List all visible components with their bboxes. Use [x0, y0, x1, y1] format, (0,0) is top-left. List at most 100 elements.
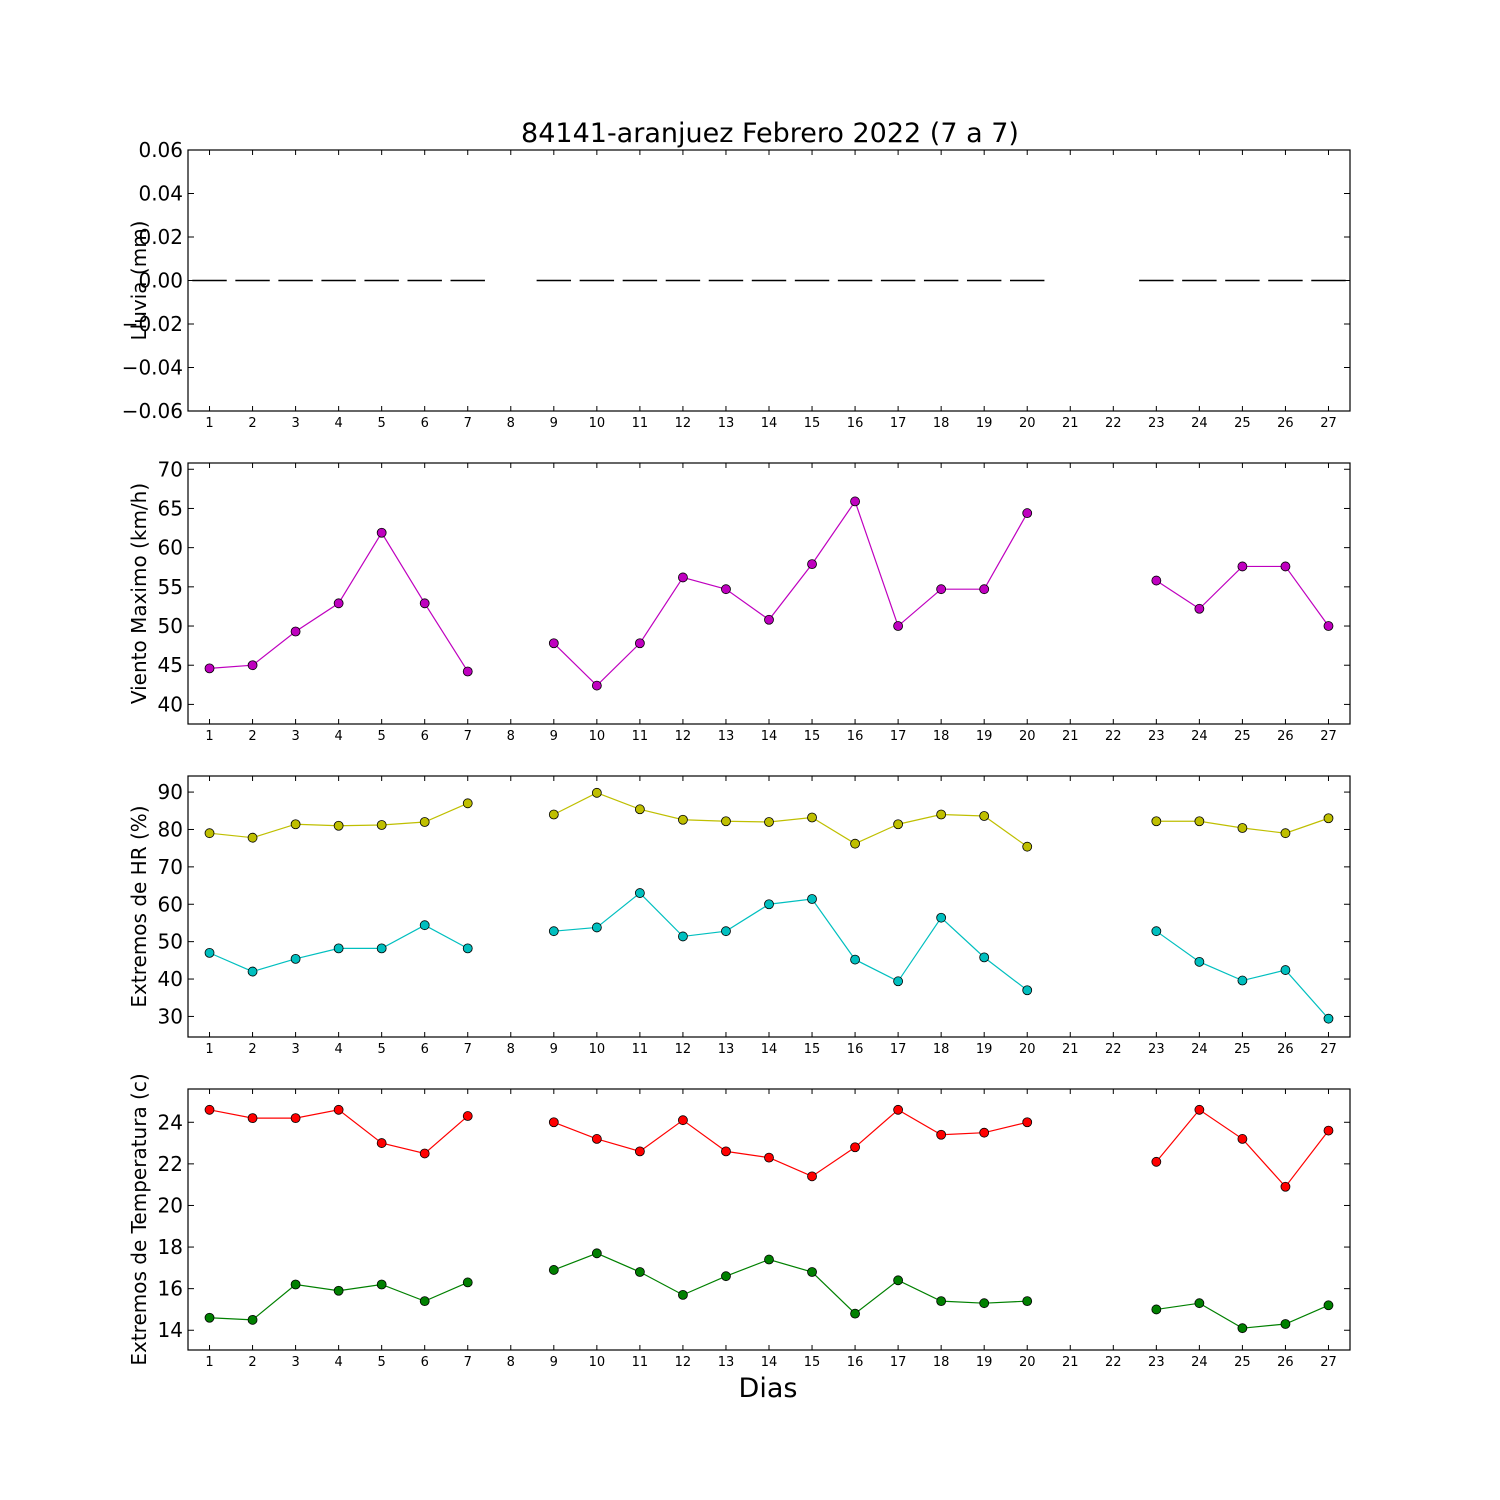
data-point	[678, 814, 688, 825]
y-tick-label: 70	[158, 855, 183, 879]
data-point	[247, 832, 258, 843]
data-point	[721, 1146, 731, 1157]
x-tick-label: 7	[464, 729, 472, 744]
x-tick-label: 22	[1105, 729, 1122, 744]
x-tick-label: 27	[1320, 1355, 1337, 1370]
y-tick-label: 55	[158, 575, 183, 599]
x-tick-label: 3	[291, 416, 299, 431]
x-tick-label: 20	[1019, 1355, 1036, 1370]
x-tick-label: 23	[1148, 416, 1165, 431]
data-point	[936, 1129, 947, 1140]
data-point	[979, 584, 990, 595]
y-tick-label: 45	[158, 653, 183, 677]
x-tick-label: 18	[933, 1042, 950, 1057]
x-tick-label: 26	[1277, 1042, 1294, 1057]
data-point	[634, 804, 645, 815]
series-line	[553, 892, 1028, 991]
x-tick-label: 23	[1148, 1355, 1165, 1370]
x-tick-label: 9	[550, 416, 558, 431]
data-point	[462, 1111, 473, 1121]
data-point	[936, 912, 947, 923]
data-point	[807, 812, 817, 823]
y-tick-label: 80	[158, 817, 183, 841]
data-point	[290, 953, 301, 964]
x-tick-label: 24	[1191, 729, 1208, 744]
data-point	[462, 943, 473, 954]
y-tick-label: 40	[158, 967, 183, 991]
x-tick-label: 17	[890, 1042, 907, 1057]
series-hr-1	[204, 787, 1334, 852]
data-point	[333, 820, 344, 831]
data-point	[1280, 828, 1291, 839]
series-temp-1	[204, 1104, 1334, 1192]
x-tick-label: 27	[1320, 1042, 1337, 1057]
data-point	[333, 598, 344, 609]
x-tick-label: 21	[1062, 416, 1079, 431]
data-point	[247, 1314, 258, 1325]
x-tick-label: 26	[1277, 1355, 1294, 1370]
data-point	[290, 626, 301, 637]
data-point	[290, 819, 301, 830]
data-point	[1022, 508, 1033, 519]
data-point	[376, 820, 387, 830]
data-point	[333, 943, 344, 954]
data-point	[764, 817, 774, 827]
series-line	[553, 500, 1028, 687]
x-tick-label: 22	[1105, 416, 1122, 431]
y-tick-label: 20	[158, 1193, 183, 1217]
data-point	[634, 638, 645, 649]
data-point	[1194, 1298, 1205, 1309]
x-tick-label: 5	[378, 1042, 386, 1057]
x-tick-label: 25	[1234, 1355, 1251, 1370]
data-point	[247, 1113, 258, 1124]
y-axis-label: Viento Maximo (km/h)	[127, 483, 151, 704]
x-tick-label: 21	[1062, 1355, 1079, 1370]
y-axis-label: Lluvia (mm)	[127, 221, 151, 341]
data-point	[807, 559, 817, 570]
data-point	[893, 1275, 904, 1286]
x-tick-label: 2	[248, 416, 256, 431]
data-point	[204, 828, 215, 839]
x-tick-label: 12	[675, 1355, 692, 1370]
x-tick-label: 13	[718, 729, 735, 744]
y-tick-label: 18	[158, 1235, 183, 1259]
x-tick-label: 17	[890, 1355, 907, 1370]
x-tick-label: 5	[378, 416, 386, 431]
y-tick-label: 90	[158, 780, 183, 804]
x-tick-label: 8	[507, 1042, 515, 1057]
y-tick-label: 0.02	[138, 225, 183, 249]
x-tick-label: 1	[205, 1355, 213, 1370]
data-point	[204, 1312, 215, 1323]
data-point	[1022, 841, 1033, 852]
data-point	[591, 1134, 602, 1144]
data-point	[721, 926, 731, 937]
data-point	[850, 954, 860, 965]
data-point	[1323, 1125, 1334, 1136]
data-point	[893, 976, 904, 987]
data-point	[419, 920, 430, 931]
x-tick-label: 6	[421, 1042, 429, 1057]
x-tick-label: 6	[421, 1355, 429, 1370]
x-tick-label: 13	[718, 1042, 735, 1057]
x-tick-label: 11	[632, 1042, 649, 1057]
y-tick-label: 0.00	[138, 269, 183, 293]
data-point	[376, 527, 387, 538]
x-tick-label: 4	[334, 729, 342, 744]
y-tick-label: 0.04	[138, 182, 183, 206]
data-point	[807, 1267, 817, 1277]
data-point	[850, 496, 860, 507]
data-point	[204, 663, 215, 674]
data-point	[1237, 823, 1248, 833]
chart-title: 84141-aranjuez Febrero 2022 (7 a 7)	[521, 118, 1019, 149]
data-point	[850, 1142, 860, 1153]
x-tick-label: 3	[291, 1042, 299, 1057]
data-point	[376, 943, 387, 954]
data-point	[979, 1127, 990, 1138]
data-point	[678, 572, 688, 583]
data-point	[1022, 1296, 1033, 1307]
x-tick-label: 13	[718, 1355, 735, 1370]
x-tick-label: 26	[1277, 416, 1294, 431]
x-tick-label: 11	[632, 1355, 649, 1370]
y-tick-label: 14	[158, 1318, 183, 1342]
